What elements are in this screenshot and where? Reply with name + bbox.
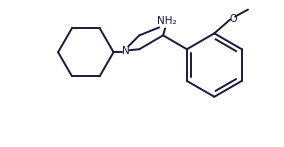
- Text: NH₂: NH₂: [157, 16, 177, 26]
- Text: N: N: [122, 46, 129, 56]
- Text: O: O: [229, 14, 237, 24]
